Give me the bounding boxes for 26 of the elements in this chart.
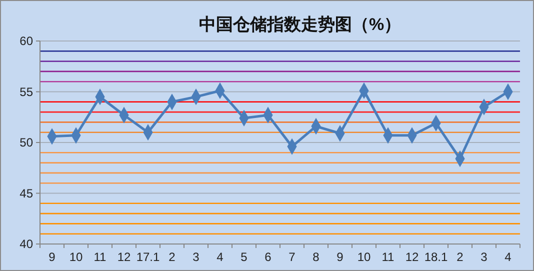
x-tick-label: 10	[357, 250, 371, 264]
x-tick-label: 2	[456, 250, 464, 264]
x-tick-label: 4	[504, 250, 512, 264]
x-tick-label: 8	[312, 250, 320, 264]
y-tick-label: 60	[20, 34, 34, 48]
x-tick-label: 3	[480, 250, 488, 264]
y-tick-label: 40	[20, 237, 34, 252]
x-tick-label: 2	[168, 250, 176, 264]
x-tick-label: 5	[240, 250, 248, 264]
y-tick-label: 50	[20, 136, 34, 150]
x-tick-label: 18.1	[424, 250, 448, 264]
x-tick-label: 6	[264, 250, 272, 264]
y-tick-label: 45	[20, 186, 34, 200]
x-tick-label: 12	[117, 250, 131, 264]
x-tick-label: 11	[382, 250, 395, 264]
x-tick-label: 10	[69, 250, 83, 264]
x-tick-label: 9	[48, 250, 56, 264]
chart-title: 中国仓储指数走势图（%）	[198, 15, 402, 34]
x-tick-label: 17.1	[136, 250, 160, 264]
x-tick-label: 7	[288, 250, 296, 264]
x-tick-label: 4	[216, 250, 224, 264]
x-tick-label: 11	[94, 250, 107, 264]
y-tick-label: 55	[20, 84, 34, 99]
x-tick-label: 9	[336, 250, 344, 264]
x-tick-label: 12	[405, 250, 419, 264]
x-tick-label: 3	[192, 250, 200, 264]
